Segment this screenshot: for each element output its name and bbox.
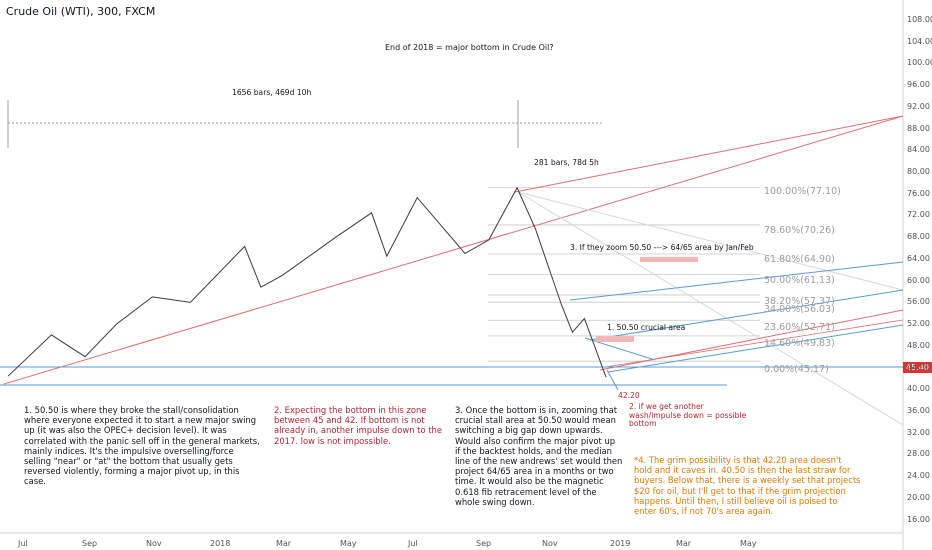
y-tick-3: 96.00 bbox=[907, 80, 930, 90]
target-zone-64-65 bbox=[640, 257, 698, 262]
fib-label-34: 34.00%(56.03) bbox=[764, 304, 835, 315]
x-tick-8: Nov bbox=[542, 539, 558, 548]
chart-heading: End of 2018 = major bottom in Crude Oil? bbox=[385, 43, 554, 52]
y-tick-22: 20.00 bbox=[907, 492, 930, 502]
chart-title-symbol: Crude Oil (WTI), 300, FXCM bbox=[6, 5, 156, 18]
note-3: 3. Once the bottom is in, zooming that c… bbox=[455, 405, 623, 507]
fib-label-786: 78.60%(70.26) bbox=[764, 225, 835, 236]
x-tick-2: Nov bbox=[146, 539, 162, 548]
y-tick-9: 72.00 bbox=[907, 210, 930, 220]
wash-line-1: 2. if we get another bbox=[629, 402, 704, 411]
fib-label-50: 50.00%(61.13) bbox=[764, 275, 835, 286]
grey-lower-line bbox=[517, 191, 904, 426]
y-tick-12: 60.00 bbox=[907, 275, 930, 285]
y-tick-23: 16.00 bbox=[907, 514, 930, 524]
blue-fork-upper bbox=[569, 261, 904, 301]
y-tick-15: 48.00 bbox=[907, 340, 930, 350]
fib-label-236: 23.60%(52.71) bbox=[764, 322, 835, 333]
red-channel-upper bbox=[514, 115, 904, 193]
note-2: 2. Expecting the bottom in this zone bet… bbox=[274, 405, 442, 446]
x-tick-4: Mar bbox=[276, 539, 292, 548]
fib-label-618: 61.80%(64.90) bbox=[764, 254, 835, 265]
zoom-annotation: 3. If they zoom 50.50 ---> 64/65 area by… bbox=[570, 243, 754, 252]
y-tick-10: 68.00 bbox=[907, 232, 930, 242]
grey-median-line bbox=[517, 191, 904, 291]
chart-overlays bbox=[0, 0, 904, 550]
red-channel-lower bbox=[3, 115, 904, 385]
x-tick-1: Sep bbox=[82, 539, 98, 548]
price-series-line bbox=[7, 186, 607, 378]
crucial-area-annotation: 1. 50.50 crucial area bbox=[607, 323, 686, 332]
y-tick-7: 80.00 bbox=[907, 167, 930, 177]
y-tick-19: 32.00 bbox=[907, 427, 930, 437]
y-tick-8: 76.00 bbox=[907, 188, 930, 198]
y-tick-1: 104.00 bbox=[907, 36, 932, 46]
y-tick-11: 64.00 bbox=[907, 253, 930, 263]
note-4: *4. The grim possibility is that 42.20 a… bbox=[634, 455, 861, 517]
x-tick-10: Mar bbox=[676, 539, 692, 548]
fib-label-100: 100.00%(77.10) bbox=[764, 186, 841, 197]
y-tick-17: 40.00 bbox=[907, 384, 930, 394]
bars-range-label-2: 281 bars, 78d 5h bbox=[534, 158, 599, 167]
fib-label-382: 38.20%(57.37) bbox=[764, 296, 835, 307]
fib-label-0: 0.00%(45.17) bbox=[764, 364, 829, 375]
red-lower-fork-2 bbox=[604, 319, 904, 368]
low-value-label: 42.20 bbox=[618, 391, 640, 400]
y-tick-13: 56.00 bbox=[907, 297, 930, 307]
blue-fork-lower bbox=[607, 324, 904, 373]
x-tick-6: Jul bbox=[408, 539, 418, 548]
x-tick-3: 2018 bbox=[210, 539, 231, 548]
y-tick-5: 88.00 bbox=[907, 123, 930, 133]
x-tick-5: May bbox=[340, 539, 357, 548]
y-tick-0: 108.00 bbox=[907, 15, 932, 24]
x-tick-9: 2019 bbox=[610, 539, 631, 548]
y-tick-14: 52.00 bbox=[907, 319, 930, 329]
wash-annotation: 2. if we get another wash/impulse down =… bbox=[629, 402, 747, 429]
blue-projection-line bbox=[606, 369, 619, 391]
y-tick-2: 100.00 bbox=[907, 58, 932, 68]
wash-line-2: wash/impulse down = possible bbox=[629, 410, 747, 420]
bars-range-label-1: 1656 bars, 469d 10h bbox=[232, 88, 312, 97]
x-tick-0: Jul bbox=[18, 539, 28, 548]
fib-label-146: 14.60%(49.83) bbox=[764, 338, 835, 349]
y-tick-18: 36.00 bbox=[907, 405, 930, 415]
blue-fork-median bbox=[589, 289, 904, 341]
y-tick-21: 24.00 bbox=[907, 471, 930, 481]
x-tick-11: May bbox=[740, 539, 757, 548]
y-tick-20: 28.00 bbox=[907, 449, 930, 459]
y-tick-4: 92.00 bbox=[907, 101, 930, 111]
y-tick-16: 44.00 bbox=[907, 362, 930, 372]
crucial-zone-50 bbox=[596, 336, 634, 342]
y-tick-6: 84.00 bbox=[907, 145, 930, 155]
x-tick-7: Sep bbox=[476, 539, 492, 548]
note-1: 1. 50.50 is where they broke the stall/c… bbox=[24, 405, 260, 487]
current-price-tag: 45.40 bbox=[903, 362, 932, 373]
wash-line-3: bottom bbox=[629, 419, 657, 428]
